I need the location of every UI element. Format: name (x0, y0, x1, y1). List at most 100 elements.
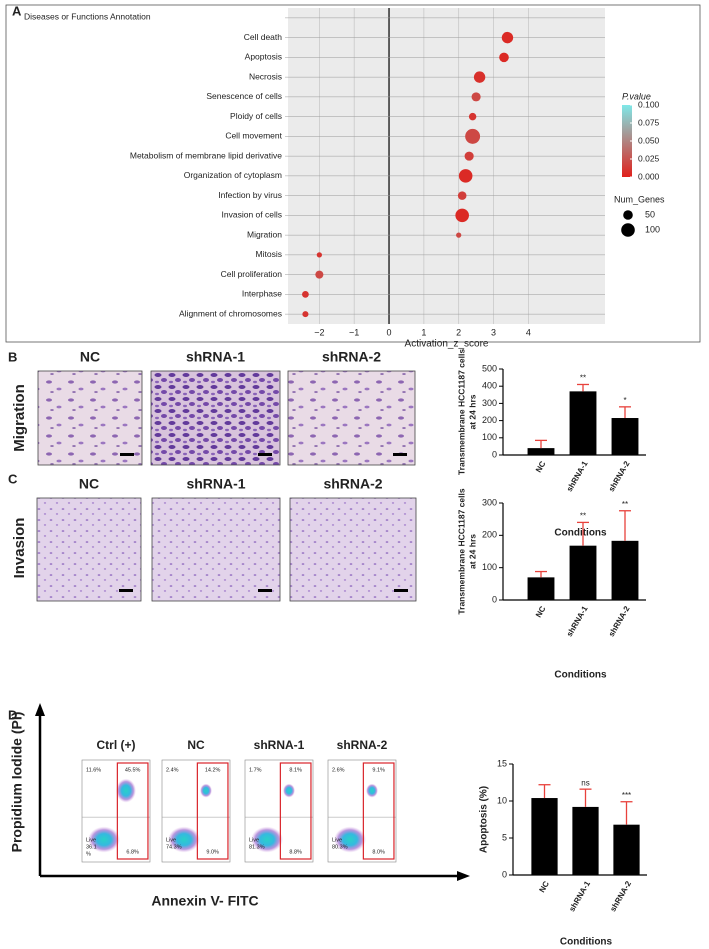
bubble (501, 31, 514, 44)
panel-label: D (8, 707, 17, 722)
x-tick-label: NC (534, 459, 548, 474)
x-tick-label: shRNA-2 (607, 459, 632, 493)
flow-title: shRNA-2 (337, 738, 388, 752)
y-tick-label: 0 (502, 869, 507, 879)
scale-bar (120, 453, 134, 456)
quadrant-value: 2.4% (166, 767, 179, 773)
arrow-head (457, 871, 470, 881)
flow-x-label: Annexin V- FITC (151, 893, 258, 909)
legend-label: 0.100 (638, 99, 660, 109)
cell-population (200, 783, 212, 798)
bar (531, 798, 558, 875)
category-label: Cell movement (225, 131, 282, 141)
cell-population (366, 783, 378, 798)
quadrant-value: 8.8% (289, 849, 302, 855)
bubble (316, 252, 322, 258)
bar (527, 448, 555, 455)
x-tick-label: shRNA-1 (567, 879, 592, 913)
category-label: Apoptosis (245, 52, 282, 62)
y-axis-label: Transmembrane HCC1187 cells (456, 349, 466, 475)
legend-label: 100 (645, 224, 660, 234)
quadrant-value: 9.0% (206, 849, 219, 855)
gate (116, 762, 149, 860)
significance: ** (580, 374, 586, 383)
bubble (473, 71, 486, 83)
legend-label: 0.025 (638, 153, 660, 163)
x-tick-label: 2 (456, 327, 461, 337)
panel-label: A (12, 3, 22, 18)
y-tick-label: 10 (497, 795, 507, 805)
category-label: Senescence of cells (206, 91, 282, 101)
legend-label: 0.000 (638, 171, 660, 181)
flow-y-label: Propidium Iodide (PI) (9, 712, 25, 853)
quadrant-value: 2.6% (332, 767, 345, 773)
row-label: Migration (11, 384, 28, 452)
legend-label: 50 (645, 209, 655, 219)
x-axis-label: Conditions (560, 937, 613, 948)
scale-bar (393, 453, 407, 456)
bar (611, 418, 639, 455)
quadrant-value: 8.1% (289, 767, 302, 773)
flow-title: shRNA-1 (254, 738, 305, 752)
micrograph (287, 370, 416, 466)
micrograph (150, 370, 281, 466)
cell-population (251, 826, 283, 853)
y-axis-label: at 24 hrs (467, 394, 477, 429)
bubble (456, 232, 462, 238)
y-tick-label: 100 (482, 432, 497, 442)
x-tick-label: 4 (526, 327, 531, 337)
bubble (315, 270, 324, 279)
micrograph (36, 497, 142, 602)
category-label: Necrosis (249, 71, 282, 81)
y-tick-label: 300 (482, 398, 497, 408)
legend-bubble (621, 223, 635, 237)
significance: ** (622, 500, 628, 509)
y-tick-label: 100 (482, 562, 497, 572)
bubble (465, 128, 481, 144)
quadrant-value: 36.1 (86, 844, 97, 850)
category-label: Mitosis (256, 249, 282, 259)
x-axis-label: Activation_z_score (405, 339, 489, 350)
legend-title: P.value (622, 91, 651, 101)
panel-label: C (8, 471, 18, 486)
y-tick-label: 5 (502, 832, 507, 842)
legend-bubble (623, 210, 633, 220)
plot-background (288, 8, 605, 324)
bar (611, 540, 639, 600)
image-title: NC (80, 349, 100, 365)
quadrant-value: Live (86, 837, 96, 843)
y-axis-label: at 24 hrs (467, 534, 477, 569)
gate (362, 762, 395, 860)
y-tick-label: 0 (492, 594, 497, 604)
image-title: shRNA-1 (186, 349, 245, 365)
bubble (302, 290, 309, 298)
quadrant-value: 80.3% (332, 844, 348, 850)
significance: *** (622, 791, 631, 800)
bubble (457, 191, 467, 200)
x-tick-label: shRNA-1 (565, 459, 590, 493)
x-tick-label: shRNA-1 (565, 604, 590, 638)
quadrant-value: 6.8% (126, 849, 139, 855)
cell-population (283, 783, 295, 798)
bubble (471, 92, 481, 102)
significance: ns (581, 778, 589, 787)
panel-label: B (8, 349, 17, 364)
bar (569, 391, 597, 455)
x-tick-label: −2 (314, 327, 324, 337)
bar (572, 806, 599, 875)
quadrant-value: 8.0% (372, 849, 385, 855)
gate (196, 762, 229, 860)
x-tick-label: 0 (387, 327, 392, 337)
legend-label: 0.075 (638, 117, 660, 127)
bar (613, 824, 640, 875)
x-tick-label: shRNA-2 (608, 879, 633, 913)
quadrant-value: Live (166, 837, 176, 843)
quadrant-value: Live (332, 837, 342, 843)
quadrant-value: 9.1% (372, 767, 385, 773)
category-label: Invasion of cells (222, 210, 282, 220)
cell-population (334, 826, 366, 853)
quadrant-value: Live (249, 837, 259, 843)
bubble (302, 311, 309, 318)
image-title: shRNA-2 (322, 349, 381, 365)
micrograph (37, 370, 143, 466)
